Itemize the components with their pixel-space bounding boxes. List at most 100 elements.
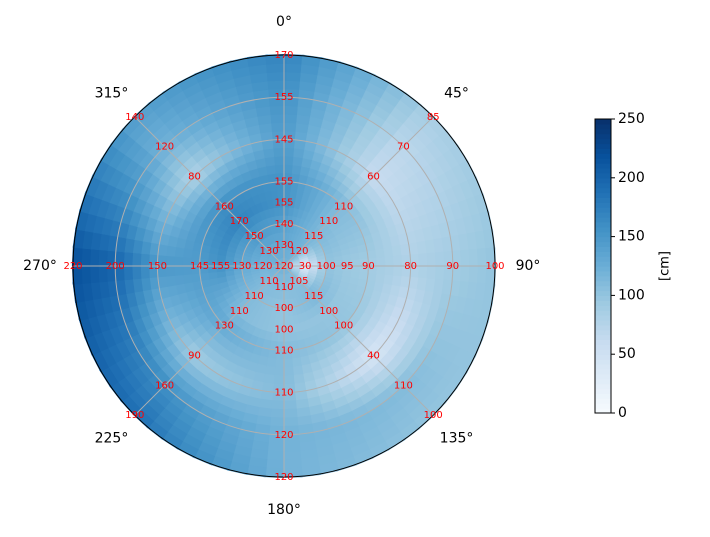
value-label: 120 — [274, 430, 293, 441]
colorbar-cell — [595, 217, 611, 223]
heatmap — [71, 53, 497, 479]
value-label: 85 — [427, 112, 440, 123]
value-label: 60 — [367, 171, 380, 182]
value-label: 155 — [211, 261, 230, 272]
value-label: 145 — [190, 261, 209, 272]
value-label: 100 — [334, 321, 353, 332]
theta-label: 0° — [276, 14, 292, 30]
value-label: 145 — [274, 134, 293, 145]
value-label: 110 — [274, 388, 293, 399]
colorbar-cell — [595, 241, 611, 247]
value-label: 220 — [63, 261, 82, 272]
value-label: 110 — [274, 282, 293, 293]
colorbar-cell — [595, 168, 611, 174]
value-label: 100 — [317, 261, 336, 272]
colorbar-cell — [595, 251, 611, 257]
colorbar-cell — [595, 182, 611, 189]
value-label: 110 — [334, 201, 353, 212]
colorbar-cell — [595, 212, 611, 218]
value-label: 130 — [215, 321, 234, 332]
colorbar-cell — [595, 163, 611, 169]
value-label: 80 — [404, 261, 417, 272]
value-label: 120 — [274, 472, 293, 483]
value-label: 160 — [155, 380, 174, 391]
value-label: 190 — [125, 410, 144, 421]
value-labels: 1201301401551551451551701201151101106070… — [63, 50, 504, 483]
value-label: 110 — [230, 306, 249, 317]
value-label: 110 — [319, 216, 338, 227]
colorbar-cell — [595, 393, 611, 399]
colorbar-cell — [595, 388, 611, 394]
colorbar-label: [cm] — [658, 251, 673, 281]
theta-label: 45° — [444, 85, 469, 101]
colorbar-cell — [595, 354, 611, 360]
colorbar-cell — [595, 221, 611, 228]
theta-label: 315° — [95, 85, 129, 101]
colorbar-cell — [595, 295, 611, 301]
colorbar-cell — [595, 280, 611, 287]
colorbar-tick-label: 150 — [618, 229, 645, 245]
grid-spoke — [134, 116, 285, 267]
colorbar-cell — [595, 319, 611, 326]
colorbar-cell — [595, 119, 611, 125]
colorbar-cell — [595, 324, 611, 331]
colorbar-cell — [595, 329, 611, 336]
value-label: 100 — [274, 324, 293, 335]
value-label: 90 — [362, 261, 375, 272]
value-label: 155 — [274, 92, 293, 103]
colorbar-cell — [595, 158, 611, 164]
value-label: 90 — [188, 351, 201, 362]
grid-spoke — [283, 116, 434, 267]
value-label: 200 — [106, 261, 125, 272]
colorbar-cell — [595, 398, 611, 404]
heat-cell — [265, 53, 287, 65]
colorbar-tick-label: 250 — [618, 111, 645, 127]
colorbar-cell — [595, 364, 611, 370]
value-label: 110 — [260, 276, 279, 287]
colorbar-cell — [595, 128, 611, 135]
colorbar-cell — [595, 192, 611, 198]
value-label: 105 — [289, 276, 308, 287]
colorbar-cell — [595, 378, 611, 385]
value-label: 30 — [299, 261, 312, 272]
colorbar-cell — [595, 177, 611, 184]
value-label: 120 — [289, 246, 308, 257]
center-label: 120 — [274, 261, 293, 272]
value-label: 80 — [188, 171, 201, 182]
value-label: 130 — [260, 246, 279, 257]
value-label: 120 — [253, 261, 272, 272]
value-label: 130 — [232, 261, 251, 272]
colorbar-cell — [595, 236, 611, 243]
colorbar-cell — [595, 339, 611, 345]
value-label: 90 — [446, 261, 459, 272]
theta-label: 180° — [267, 502, 301, 518]
value-label: 70 — [397, 142, 410, 153]
colorbar-cell — [595, 207, 611, 213]
colorbar-cell — [595, 344, 611, 350]
colorbar-frame — [594, 118, 612, 414]
value-label: 115 — [304, 231, 323, 242]
colorbar-cell — [595, 138, 611, 145]
colorbar-cell — [595, 315, 611, 321]
theta-label: 270° — [23, 258, 57, 274]
colorbar-cell — [595, 266, 611, 272]
colorbar-cell — [595, 202, 611, 208]
colorbar-cell — [595, 290, 611, 296]
colorbar-cell — [595, 172, 611, 179]
colorbar-cell — [595, 285, 611, 292]
colorbar-cell — [595, 246, 611, 252]
colorbar-cell — [595, 403, 611, 409]
value-label: 100 — [319, 306, 338, 317]
value-label: 155 — [274, 198, 293, 209]
value-label: 110 — [274, 345, 293, 356]
colorbar-cell — [595, 187, 611, 194]
colorbar-tick-label: 50 — [618, 346, 636, 362]
grid: 0° 45° 90° 135° 180° 225° 270° 315° — [23, 14, 540, 518]
colorbar-cell — [595, 143, 611, 149]
value-label: 150 — [148, 261, 167, 272]
value-label: 95 — [341, 261, 354, 272]
colorbar-cell — [595, 349, 611, 355]
colorbar-cell — [595, 123, 611, 130]
colorbar-cell — [595, 231, 611, 238]
value-label: 170 — [230, 216, 249, 227]
